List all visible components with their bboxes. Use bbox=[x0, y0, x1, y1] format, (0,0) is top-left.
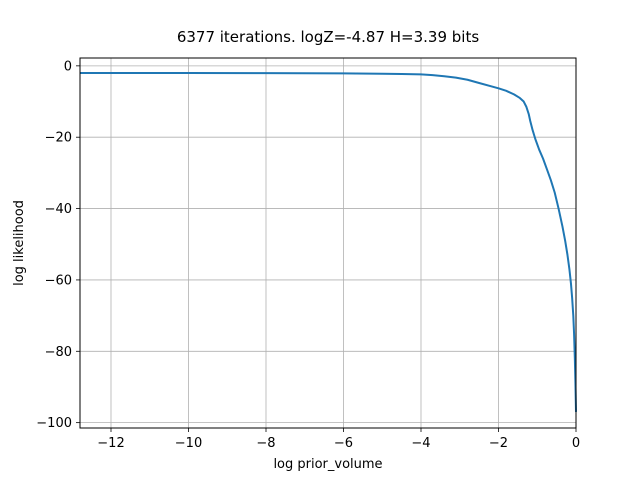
y-tick-label: 0 bbox=[64, 59, 72, 74]
y-tick-label: −40 bbox=[45, 202, 72, 217]
x-tick-label: −10 bbox=[175, 436, 202, 451]
x-tick-label: −2 bbox=[489, 436, 508, 451]
axis-ticks: −12 −10 −8 −6 −4 −2 00−20−40−60−80−100 bbox=[36, 59, 580, 451]
x-tick-label: −4 bbox=[411, 436, 430, 451]
y-tick-label: −60 bbox=[45, 273, 72, 288]
y-tick-label: −100 bbox=[36, 416, 72, 431]
plot-frame bbox=[79, 57, 577, 429]
x-tick-label: −8 bbox=[256, 436, 275, 451]
y-axis-label: log likelihood bbox=[12, 200, 27, 286]
y-tick-label: −20 bbox=[45, 131, 72, 146]
x-tick-label: −6 bbox=[334, 436, 353, 451]
likelihood-series-line bbox=[80, 71, 577, 412]
series-group bbox=[80, 71, 577, 412]
x-tick-label: 0 bbox=[572, 436, 580, 451]
x-tick-label: −12 bbox=[97, 436, 124, 451]
x-axis-label: log prior_volume bbox=[273, 457, 382, 472]
chart-title: 6377 iterations. logZ=-4.87 H=3.39 bits bbox=[177, 28, 480, 46]
y-tick-label: −80 bbox=[45, 345, 72, 360]
grid-lines bbox=[80, 58, 577, 428]
